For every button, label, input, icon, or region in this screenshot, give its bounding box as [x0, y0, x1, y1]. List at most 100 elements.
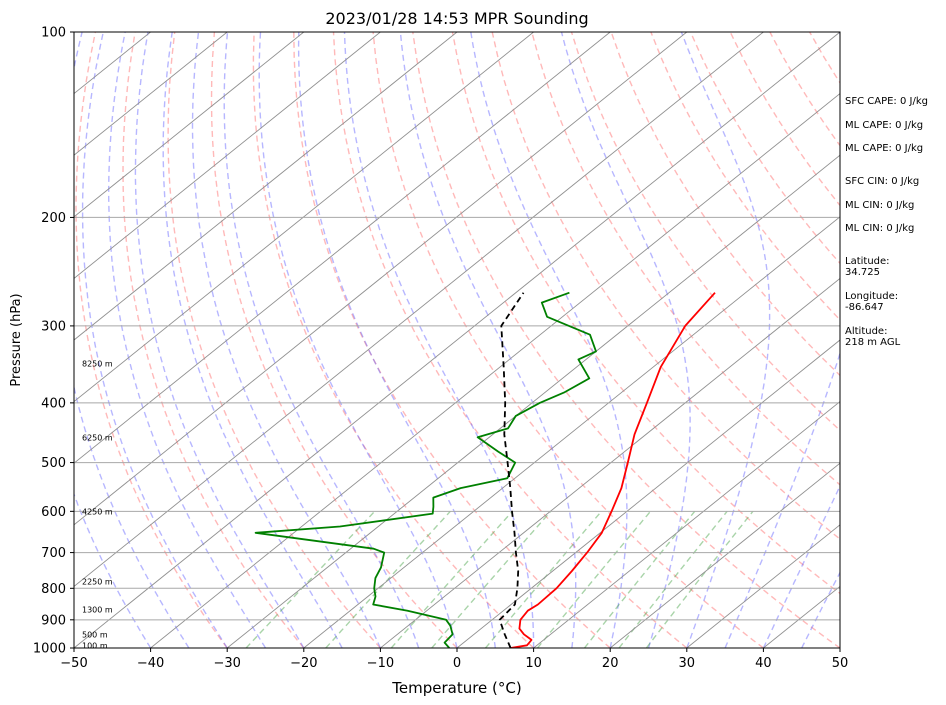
sfc-cin-text: SFC CIN: 0 J/kg: [845, 176, 919, 187]
x-tick-label: −50: [60, 656, 87, 671]
isotherm: [74, 32, 305, 218]
moist-adiabat: [74, 32, 190, 648]
isotherm: [150, 93, 840, 648]
dry-adiabat: [332, 32, 688, 648]
height-label: 6250 m: [82, 433, 113, 442]
sfc-cape-text: SFC CAPE: 0 J/kg: [845, 96, 928, 107]
dewpoint-line: [254, 291, 597, 648]
height-labels: 8250 m 6250 m 4250 m 2250 m 1300 m 500 m 100 m: [82, 359, 113, 650]
dry-adiabat: [122, 32, 305, 648]
moist-adiabat: [399, 32, 577, 648]
x-tick-label: −20: [290, 656, 317, 671]
dry-adiabat: [929, 32, 946, 648]
moist-adiabat: [724, 32, 840, 648]
moist-adiabat: [470, 32, 628, 648]
dry-adiabat: [252, 32, 535, 648]
isotherm: [609, 462, 840, 648]
y-tick-label: 1000: [33, 642, 66, 657]
isotherm: [686, 524, 840, 648]
isotherm: [74, 32, 688, 526]
y-ticks: 100 200 300 400 500 600 700 800 900 1000: [33, 26, 74, 657]
moist-adiabat: [81, 32, 228, 648]
dry-adiabat: [610, 32, 840, 377]
isotherm: [533, 401, 840, 648]
dry-adiabat: [293, 32, 611, 648]
mixing-ratio-line: [484, 510, 602, 648]
moist-adiabat: [680, 32, 771, 648]
isotherm: [74, 32, 764, 587]
isotherm: [226, 154, 840, 648]
isotherm: [74, 32, 611, 464]
isotherm: [74, 32, 840, 648]
mixing-ratio-line: [583, 510, 696, 648]
x-tick-label: 40: [755, 656, 772, 671]
latitude-label: Latitude:: [845, 256, 890, 267]
isotherm: [74, 32, 228, 156]
series-layer: [254, 291, 716, 648]
height-label: 4250 m: [82, 507, 113, 516]
dry-adiabat: [75, 32, 228, 648]
x-tick-label: 0: [453, 656, 461, 671]
longitude-value: -86.647: [845, 302, 884, 313]
dry-adiabat: [167, 32, 381, 648]
moist-adiabat: [343, 32, 535, 648]
height-label: 100 m: [82, 641, 108, 650]
y-tick-label: 700: [41, 546, 66, 561]
mixing-ratio-line: [536, 510, 652, 648]
moist-adiabat: [108, 32, 267, 648]
moist-adiabat: [162, 32, 343, 648]
x-tick-label: −30: [213, 656, 240, 671]
dry-adiabat: [210, 32, 458, 648]
y-tick-label: 300: [41, 319, 66, 334]
ml-cape-text-2: ML CAPE: 0 J/kg: [845, 143, 923, 154]
height-label: 500 m: [82, 630, 108, 639]
moist-adiabat: [134, 32, 305, 648]
moist-adiabat: [191, 32, 382, 648]
ml-cin-text-2: ML CIN: 0 J/kg: [845, 223, 914, 234]
moist-adiabat: [258, 32, 458, 648]
latitude-value: 34.725: [845, 267, 880, 278]
isotherm: [74, 32, 458, 341]
x-tick-label: 20: [602, 656, 619, 671]
y-tick-label: 500: [41, 456, 66, 471]
pressure-grid: [74, 32, 840, 648]
x-tick-label: 10: [525, 656, 542, 671]
x-axis-label: Temperature (°C): [391, 679, 521, 697]
y-axis-label: Pressure (hPa): [9, 293, 24, 386]
mixing-ratio-line: [431, 510, 552, 648]
altitude-value: 218 m AGL: [845, 337, 901, 348]
moist-adiabat: [297, 32, 496, 648]
dry-adiabat: [570, 32, 840, 432]
x-tick-label: 50: [832, 656, 849, 671]
dry-adiabat: [412, 32, 840, 648]
dry-adiabat: [451, 32, 840, 595]
isotherm: [303, 216, 840, 648]
x-tick-label: −10: [367, 656, 394, 671]
x-ticks: −50 −40 −30 −20 −10 0 10 20 30 40 50: [60, 648, 848, 671]
isotherm: [456, 339, 840, 648]
dry-adiabat: [650, 32, 840, 321]
y-tick-label: 200: [41, 211, 66, 226]
moist-adiabat: [560, 32, 691, 648]
mixing-ratio-line: [390, 510, 513, 648]
height-label: 8250 m: [82, 359, 113, 368]
dry-adiabat: [372, 32, 764, 648]
y-tick-label: 900: [41, 613, 66, 628]
ml-cin-text: ML CIN: 0 J/kg: [845, 200, 914, 211]
side-panel: SFC CAPE: 0 J/kg ML CAPE: 0 J/kg ML CAPE…: [845, 96, 928, 348]
background-lines: [74, 32, 946, 648]
parcel-path-line: [498, 292, 525, 648]
y-tick-label: 600: [41, 505, 66, 520]
isotherm: [74, 32, 381, 279]
height-label: 2250 m: [82, 578, 113, 587]
altitude-label: Altitude:: [845, 326, 887, 337]
mixing-ratio-line: [325, 510, 451, 648]
height-label: 1300 m: [82, 606, 113, 615]
isotherm: [380, 277, 840, 648]
moist-adiabat: [74, 492, 152, 648]
temperature-line: [510, 292, 716, 648]
chart-title: 2023/01/28 14:53 MPR Sounding: [325, 9, 588, 28]
y-tick-label: 400: [41, 396, 66, 411]
y-tick-label: 800: [41, 582, 66, 597]
